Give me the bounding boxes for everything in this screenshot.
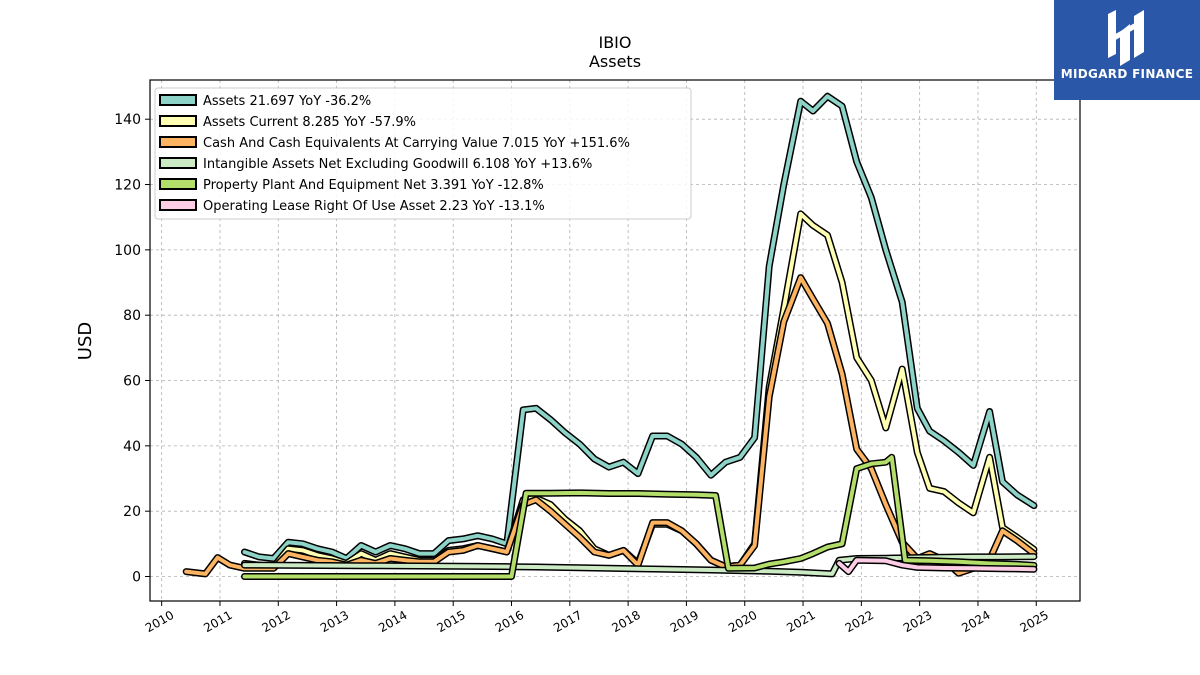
x-tick-label: 2015 <box>434 608 467 635</box>
legend-swatch <box>159 157 197 169</box>
y-tick-label: 100 <box>114 243 141 259</box>
x-tick-label: 2021 <box>784 608 817 635</box>
x-tick-label: 2010 <box>143 608 176 635</box>
legend-swatch <box>159 178 197 190</box>
logo-mark-icon <box>1108 10 1144 66</box>
series-lines <box>182 92 1038 580</box>
legend-item: Assets Current 8.285 YoY -57.9% <box>159 115 416 130</box>
y-tick-label: 60 <box>123 374 141 390</box>
legend-label: Operating Lease Right Of Use Asset 2.23 … <box>203 199 545 214</box>
legend-label: Property Plant And Equipment Net 3.391 Y… <box>203 178 544 193</box>
series-4 <box>241 553 1038 578</box>
legend-label: Intangible Assets Net Excluding Goodwill… <box>203 157 592 172</box>
chart-subtitle: Assets <box>589 52 641 71</box>
series-line <box>837 558 1036 574</box>
series-3 <box>182 274 1038 578</box>
x-tick-label: 2025 <box>1018 608 1051 635</box>
series-line <box>242 455 1036 579</box>
legend-item: Cash And Cash Equivalents At Carrying Va… <box>159 136 630 151</box>
x-tick-label: 2012 <box>260 608 293 635</box>
legend-swatch <box>159 94 197 106</box>
y-tick-label: 0 <box>132 570 141 586</box>
x-tick-label: 2020 <box>726 608 759 635</box>
axes-frame <box>149 79 1081 602</box>
x-tick-label: 2022 <box>843 608 876 635</box>
x-tick-label: 2019 <box>668 608 701 635</box>
series-line <box>184 275 1036 576</box>
legend-frame <box>154 87 692 220</box>
x-tick-label: 2018 <box>609 608 642 635</box>
y-tick-label: 80 <box>123 308 141 324</box>
legend-item: Assets 21.697 YoY -36.2% <box>159 94 371 109</box>
x-tick-label: 2011 <box>201 608 234 635</box>
legend-item: Intangible Assets Net Excluding Goodwill… <box>159 157 592 172</box>
y-axis-label: USD <box>75 322 96 360</box>
x-tick-label: 2017 <box>551 608 584 635</box>
x-tick-label: 2016 <box>493 608 526 635</box>
legend-label: Assets 21.697 YoY -36.2% <box>203 94 371 109</box>
series-6 <box>835 556 1038 576</box>
legend-item: Property Plant And Equipment Net 3.391 Y… <box>159 178 544 193</box>
series-5 <box>241 453 1038 580</box>
y-tick-label: 40 <box>123 439 141 455</box>
legend-label: Cash And Cash Equivalents At Carrying Va… <box>203 136 630 151</box>
legend-item: Operating Lease Right Of Use Asset 2.23 … <box>159 199 545 214</box>
legend-swatch <box>159 136 197 148</box>
x-tick-label: 2014 <box>376 608 409 635</box>
legend-swatch <box>159 199 197 211</box>
x-tick-label: 2023 <box>901 608 934 635</box>
x-tick-label: 2024 <box>959 608 992 635</box>
y-tick-label: 120 <box>114 178 141 194</box>
legend-swatch <box>159 115 197 127</box>
chart-title: IBIO <box>598 33 631 52</box>
x-tick-label: 2013 <box>318 608 351 635</box>
y-tick-label: 20 <box>123 504 141 520</box>
series-line <box>242 94 1036 561</box>
series-line <box>242 554 1036 576</box>
legend-label: Assets Current 8.285 YoY -57.9% <box>203 115 416 130</box>
series-1 <box>241 92 1038 562</box>
legend: Assets 21.697 YoY -36.2% Assets Current 8… <box>154 87 692 220</box>
logo-text: MIDGARD FINANCE <box>1060 67 1194 81</box>
midgard-finance-logo: MIDGARD FINANCE <box>1054 0 1200 100</box>
y-tick-label: 140 <box>114 112 141 128</box>
